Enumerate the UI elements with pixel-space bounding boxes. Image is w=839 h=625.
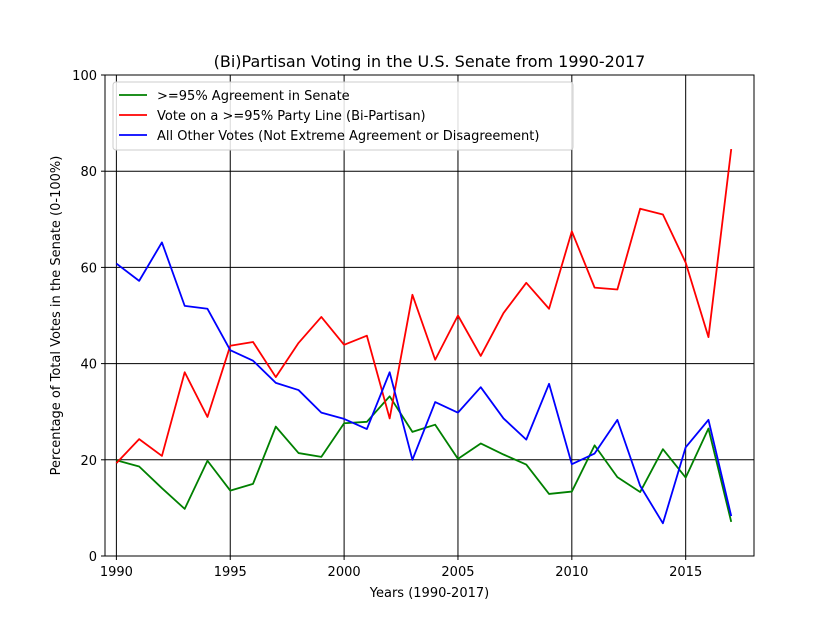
legend: >=95% Agreement in Senate Vote on a >=95%… (112, 81, 574, 151)
grid-lines (105, 74, 754, 557)
x-tick-label: 1995 (214, 565, 247, 580)
x-tick-label: 2010 (555, 565, 588, 580)
axis-ticks: 1990 1995 2000 2005 2010 2015 0 20 40 60 80 100 (72, 69, 702, 580)
legend-entry: >=95% Agreement in Senate (157, 89, 350, 104)
y-tick-label: 100 (72, 69, 97, 84)
x-axis-title: Years (1990-2017) (369, 586, 489, 601)
series-line-1 (116, 395, 733, 523)
x-tick-label: 2000 (328, 565, 361, 580)
series-lines (115, 148, 733, 525)
plot-frame (104, 74, 755, 557)
x-tick-label: 1990 (100, 565, 133, 580)
legend-box (112, 81, 574, 151)
x-tick-label: 2005 (441, 565, 474, 580)
y-tick-label: 60 (80, 261, 97, 276)
y-tick-label: 20 (80, 454, 97, 469)
legend-entry: Vote on a >=95% Party Line (Bi-Partisan) (157, 109, 426, 124)
legend-entry: All Other Votes (Not Extreme Agreement o… (157, 129, 539, 144)
y-tick-label: 80 (80, 165, 97, 180)
y-tick-label: 0 (89, 550, 97, 565)
y-axis-title: Percentage of Total Votes in the Senate … (49, 156, 64, 476)
y-tick-label: 40 (80, 358, 97, 373)
chart-title: (Bi)Partisan Voting in the U.S. Senate f… (214, 52, 646, 71)
series-line-3 (115, 241, 733, 525)
x-tick-label: 2015 (669, 565, 702, 580)
series-line-2 (115, 148, 733, 464)
